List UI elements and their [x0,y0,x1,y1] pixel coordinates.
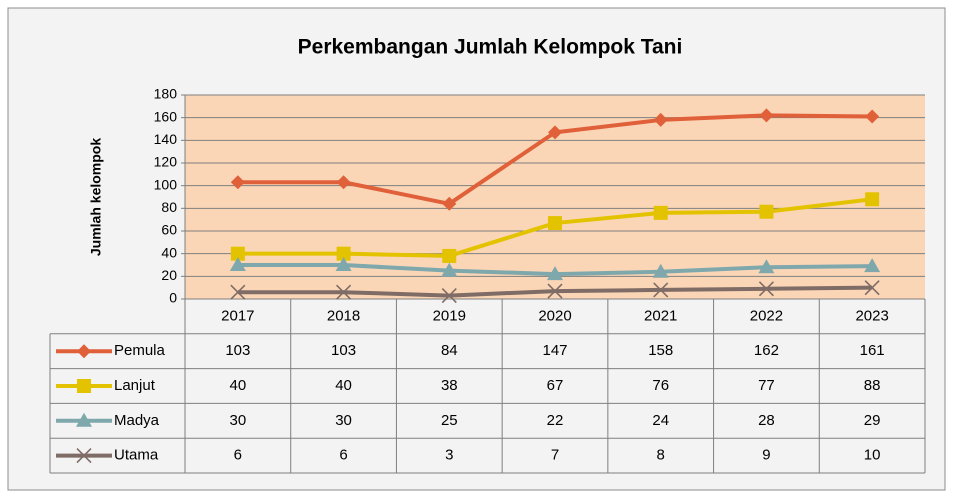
table-value: 28 [758,412,775,429]
marker [758,281,774,297]
marker [548,125,562,140]
y-tick-label: 20 [161,267,177,283]
table-value: 158 [648,342,673,359]
y-tick-label: 100 [154,176,178,192]
marker [864,258,881,273]
x-tick-label: 2021 [644,307,677,324]
chart-title: Perkembangan Jumlah Kelompok Tani [298,36,683,59]
marker [865,192,880,207]
marker [230,175,245,190]
table-value: 67 [547,377,564,394]
y-tick-label: 140 [154,131,178,147]
table-value: 29 [864,412,881,429]
table-value: 103 [331,342,356,359]
legend-marker [77,379,91,393]
marker [441,288,457,304]
marker [442,248,457,263]
table-value: 9 [762,447,770,464]
table-value: 8 [657,447,665,464]
marker [441,262,458,277]
marker [759,204,774,219]
x-tick-label: 2022 [750,307,783,324]
marker [336,246,351,261]
table-value: 161 [860,342,885,359]
table-value: 38 [441,377,458,394]
table-value: 84 [441,342,458,359]
x-tick-label: 2018 [327,307,360,324]
table-value: 6 [339,447,347,464]
marker [653,205,668,220]
legend-label: Pemula [114,342,166,359]
marker [759,108,774,123]
table-value: 30 [230,412,247,429]
marker [652,263,669,278]
y-tick-label: 80 [161,199,177,215]
marker [336,175,351,190]
table-value: 10 [864,447,881,464]
marker [653,112,668,127]
y-tick-label: 120 [154,154,178,170]
y-tick-label: 60 [161,222,177,238]
marker [336,284,352,300]
table-value: 162 [754,342,779,359]
marker [865,109,880,124]
table-value: 77 [758,377,775,394]
y-tick-label: 40 [161,244,177,260]
x-tick-label: 2017 [221,307,254,324]
marker [335,257,352,271]
marker [758,259,775,274]
table-value: 3 [445,447,453,464]
table-value: 40 [230,377,247,394]
legend-label: Utama [114,447,159,464]
y-tick-label: 160 [154,108,178,124]
legend-label: Lanjut [114,377,156,394]
y-tick-label: 0 [169,290,177,306]
marker [230,246,245,261]
table-value: 30 [335,412,352,429]
table-value: 76 [652,377,669,394]
table-value: 24 [652,412,669,429]
marker [229,257,246,271]
table-value: 88 [864,377,881,394]
x-tick-label: 2019 [433,307,466,324]
legend-label: Madya [114,412,160,429]
table-value: 22 [547,412,564,429]
marker [864,280,880,296]
marker [547,283,563,299]
legend-marker [76,448,92,464]
marker [548,216,562,231]
marker [230,284,246,300]
y-tick-label: 180 [154,86,178,102]
legend-marker [77,344,91,359]
table-value: 25 [441,412,458,429]
x-tick-label: 2020 [538,307,571,324]
table-value: 6 [234,447,242,464]
table-value: 103 [225,342,250,359]
table-value: 40 [335,377,352,394]
table-value: 7 [551,447,559,464]
marker [653,282,669,298]
legend-marker [76,412,92,427]
marker [547,266,563,281]
marker [442,196,457,211]
y-axis-label: Jumlah kelompok [88,138,104,256]
table-value: 147 [542,342,567,359]
x-tick-label: 2023 [855,307,888,324]
